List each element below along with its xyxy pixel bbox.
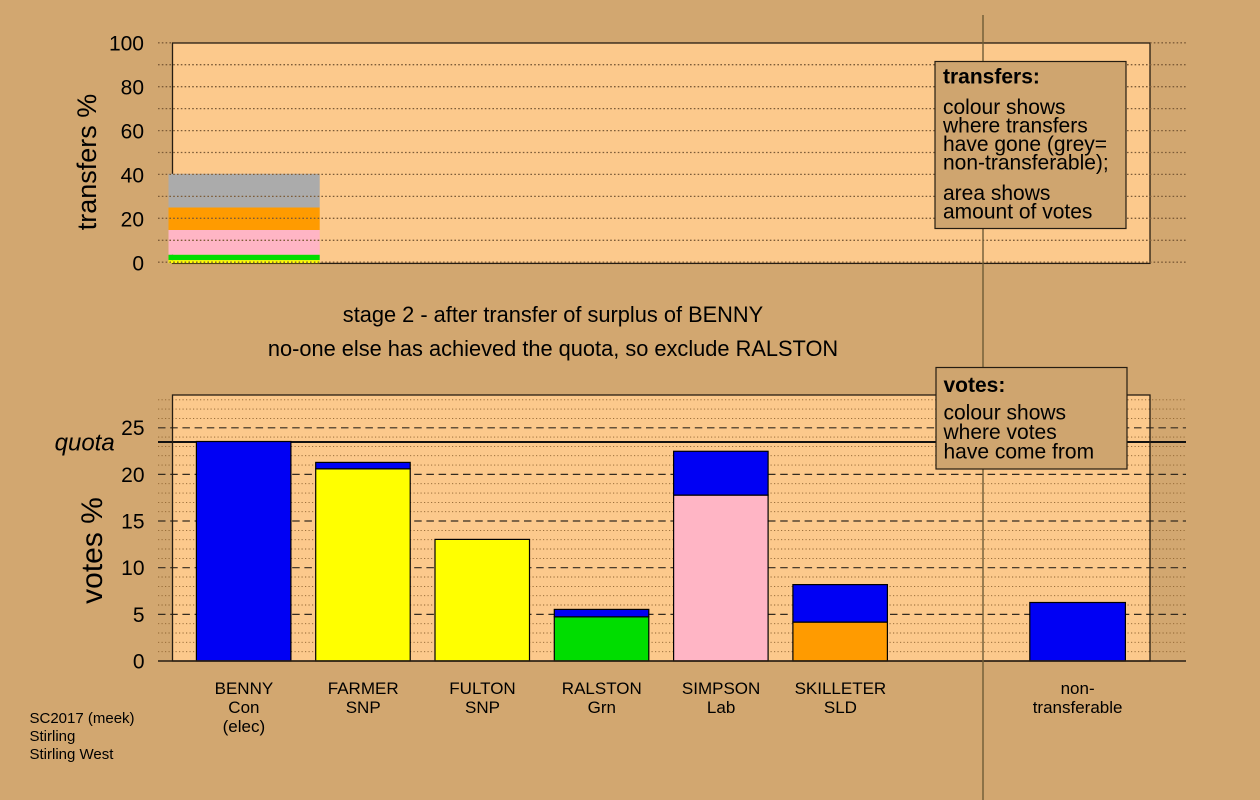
svg-text:votes:: votes: [944, 374, 1006, 397]
svg-text:SNP: SNP [346, 698, 381, 717]
svg-text:quota: quota [55, 430, 115, 457]
svg-text:SKILLETER: SKILLETER [795, 679, 887, 698]
svg-text:area shows: area shows [943, 182, 1050, 205]
svg-text:where transfers: where transfers [942, 115, 1088, 138]
svg-text:Stirling West: Stirling West [30, 746, 115, 763]
svg-text:SC2017 (meek): SC2017 (meek) [30, 710, 135, 727]
svg-text:FULTON: FULTON [449, 679, 515, 698]
svg-text:60: 60 [121, 121, 144, 144]
svg-text:Grn: Grn [588, 698, 616, 717]
svg-text:SIMPSON: SIMPSON [682, 679, 760, 698]
svg-text:have gone (grey=: have gone (grey= [943, 133, 1107, 156]
svg-text:colour shows: colour shows [943, 96, 1066, 119]
svg-text:Lab: Lab [707, 698, 735, 717]
svg-text:amount of votes: amount of votes [943, 201, 1092, 224]
svg-text:80: 80 [121, 77, 144, 100]
svg-text:SLD: SLD [824, 698, 857, 717]
svg-text:stage 2 - after transfer of su: stage 2 - after transfer of surplus of B… [343, 302, 764, 327]
svg-text:25: 25 [121, 417, 144, 440]
svg-text:colour shows: colour shows [944, 402, 1067, 425]
svg-text:20: 20 [121, 209, 144, 232]
svg-text:transfers %: transfers % [72, 94, 102, 231]
svg-text:5: 5 [133, 604, 145, 627]
svg-text:where votes: where votes [943, 421, 1057, 444]
svg-text:15: 15 [121, 511, 144, 534]
svg-text:0: 0 [133, 651, 145, 674]
svg-text:votes %: votes % [76, 497, 109, 604]
svg-text:SNP: SNP [465, 698, 500, 717]
svg-text:transfers:: transfers: [943, 66, 1040, 89]
svg-text:have come from: have come from [944, 441, 1095, 464]
svg-text:Con: Con [228, 698, 259, 717]
svg-text:10: 10 [121, 557, 144, 580]
svg-text:RALSTON: RALSTON [562, 679, 642, 698]
svg-text:non-: non- [1061, 679, 1095, 698]
svg-text:0: 0 [132, 253, 144, 276]
svg-text:20: 20 [121, 464, 144, 487]
svg-text:FARMER: FARMER [328, 679, 399, 698]
svg-text:(elec): (elec) [223, 717, 266, 736]
svg-text:100: 100 [109, 33, 144, 56]
svg-text:Stirling: Stirling [30, 728, 76, 745]
svg-text:non-transferable);: non-transferable); [943, 152, 1109, 175]
svg-text:BENNY: BENNY [215, 679, 274, 698]
svg-text:transferable: transferable [1033, 698, 1123, 717]
svg-text:no-one else has achieved the q: no-one else has achieved the quota, so e… [268, 336, 838, 361]
svg-text:40: 40 [121, 165, 144, 188]
